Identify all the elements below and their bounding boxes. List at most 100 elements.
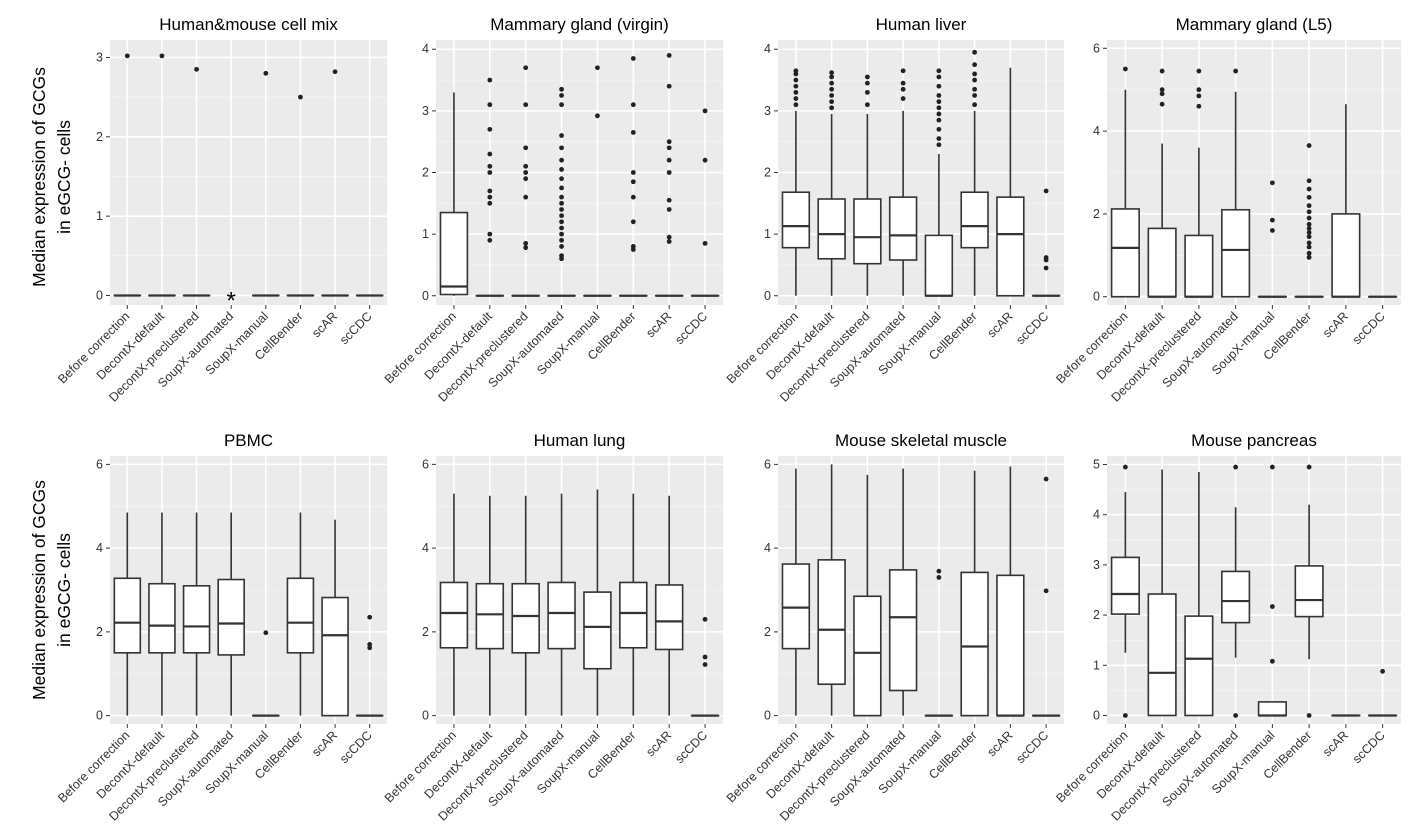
box-8 [1368,668,1398,717]
outlier-point [1306,254,1312,260]
y-axis-label-top-line1: Median expression of GCGs [29,67,49,287]
x-tick-label: scAR [1320,309,1351,340]
y-tick-label: 2 [764,625,771,639]
box-7 [1331,104,1361,298]
x-tick-label: scAR [643,728,674,759]
box-body [1294,565,1324,618]
y-tick-label: 0 [422,709,429,723]
outlier-point [1043,188,1049,194]
box-3 [511,65,540,297]
outlier-point [523,245,529,251]
outlier-point [1043,255,1049,260]
y-tick-label: 2 [96,625,103,639]
outlier-point [666,207,672,212]
outlier-point [793,102,799,108]
outlier-point [666,239,672,244]
outlier-point [702,108,708,114]
box-body [1184,615,1214,717]
outlier-point [487,188,493,194]
outlier-point [559,102,564,108]
box-3 [182,512,211,716]
outlier-point [630,194,636,200]
outlier-point [666,197,672,203]
y-tick-label: 1 [96,209,103,223]
box-1 [113,512,142,716]
outlier-point [900,80,906,86]
x-tick-label: scAR [984,728,1015,759]
box-8 [355,614,384,717]
box-body [113,577,142,654]
outlier-point [1306,234,1312,240]
x-tick-label: scCDC [337,728,375,766]
box-body [996,574,1025,717]
y-tick-label: 2 [422,625,429,639]
outlier-point [559,213,564,219]
box-8 [690,616,720,717]
outlier-point [829,99,835,105]
y-tick-label: 1 [422,227,429,241]
box-7 [654,53,684,297]
outlier-point [487,237,493,243]
outlier-point [559,219,564,225]
box-body [286,577,315,654]
x-tick-label: scCDC [1013,728,1051,766]
outlier-point [487,102,493,108]
x-tick-label: SoupX-manual [534,728,602,796]
outlier-point [559,200,564,206]
box-body [960,191,989,249]
y-axis-label-top-line2: in eGCG- cells [54,120,74,234]
outlier-point [829,80,835,86]
box-body [1257,701,1287,717]
outlier-point [702,662,708,667]
outlier-point [1306,225,1312,231]
outlier-point [523,240,529,246]
outlier-point [1306,464,1312,470]
y-tick-label: 4 [422,42,429,56]
outlier-point [936,136,942,142]
outlier-point [972,102,978,108]
y-tick-label: 2 [764,166,771,180]
outlier-point [1306,230,1312,235]
outlier-point [936,68,942,74]
x-tick-label: scCDC [1350,309,1388,347]
outlier-point [864,89,870,95]
box-body [924,234,954,297]
box-4 [1221,464,1251,718]
outlier-point [332,69,338,75]
box-body [781,191,811,249]
outlier-point [559,133,564,138]
box-7 [321,519,349,717]
box-body [817,198,846,260]
box-body [1147,227,1177,298]
y-tick-label: 4 [422,541,429,555]
y-tick-label: 2 [1093,608,1100,622]
outlier-point [793,89,799,95]
outlier-point [1306,143,1312,148]
x-tick-label: SoupX-manual [534,309,602,377]
x-tick-label: scCDC [672,728,710,766]
outlier-point [1122,464,1128,470]
box-1 [439,92,469,296]
outlier-point [367,642,373,647]
outlier-point [1159,101,1165,107]
outlier-point [1159,91,1165,97]
outlier-point [1196,68,1202,74]
outlier-point [1122,66,1128,72]
y-tick-label: 0 [96,709,103,723]
outlier-point [936,74,942,80]
outlier-point [972,71,978,77]
box-2 [148,512,176,716]
box-body [1331,213,1361,298]
outlier-point [487,231,493,237]
outlier-point [630,219,636,225]
outlier-point [559,225,564,231]
box-6 [1294,143,1324,298]
outlier-point [523,65,529,71]
box-8 [1031,476,1061,717]
box-6 [960,49,989,296]
box-5 [924,68,954,297]
box-6 [619,56,648,297]
outlier-point [936,99,942,105]
